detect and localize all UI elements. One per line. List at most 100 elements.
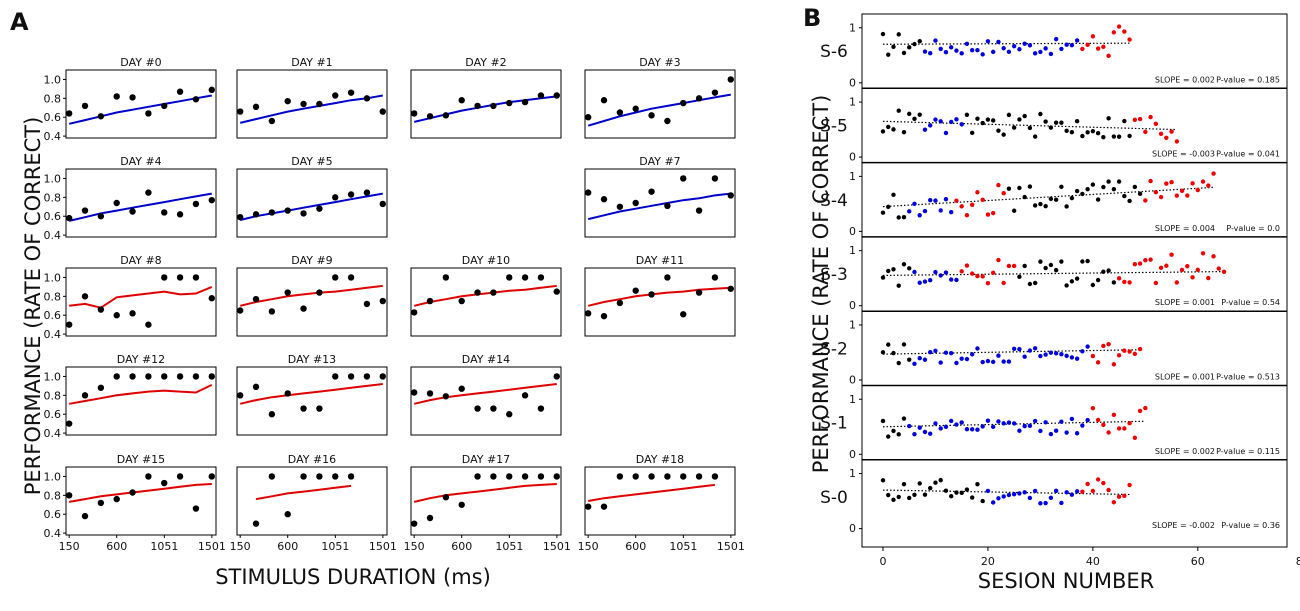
fit-line (587, 93, 731, 127)
session-point (928, 431, 933, 436)
data-point (65, 492, 73, 499)
data-point (553, 288, 560, 295)
session-point (912, 432, 917, 437)
data-point (113, 199, 120, 207)
session-point (917, 425, 922, 430)
data-point (727, 76, 734, 83)
session-point (964, 427, 970, 432)
session-point (1048, 350, 1054, 355)
session-point (1001, 494, 1006, 499)
data-point (410, 110, 418, 117)
data-point (347, 191, 355, 198)
subplot-title: DAY #4 (120, 155, 161, 168)
subject-label: S-5 (820, 116, 848, 136)
session-point (948, 493, 954, 499)
session-point (1164, 181, 1169, 186)
plot-frame-day-15 (65, 466, 217, 536)
session-point (886, 52, 891, 57)
fit-line (255, 484, 352, 501)
session-point (1006, 49, 1012, 55)
session-point (1090, 405, 1096, 411)
subplot-title: DAY #16 (288, 453, 336, 466)
session-point (1111, 134, 1117, 139)
session-point (1027, 348, 1033, 353)
session-point (1022, 113, 1027, 119)
data-point (584, 310, 592, 317)
session-point (1116, 426, 1122, 431)
session-point (1011, 492, 1017, 497)
session-point (933, 269, 938, 275)
session-point (1132, 261, 1138, 267)
session-point (912, 116, 917, 122)
session-point (1137, 346, 1143, 352)
session-point (1164, 135, 1169, 141)
session-point (1174, 139, 1180, 144)
session-point (1038, 111, 1043, 117)
session-point (1127, 133, 1132, 139)
data-point (268, 473, 276, 480)
data-point (474, 102, 481, 110)
data-point (379, 297, 386, 305)
fit-line (588, 483, 716, 502)
data-point (695, 473, 703, 480)
session-point (1011, 346, 1017, 352)
data-point (490, 102, 497, 110)
session-point (1069, 279, 1075, 284)
session-point (912, 201, 917, 207)
session-point (943, 424, 949, 429)
panel-b-frame (861, 13, 1288, 548)
session-point (996, 39, 1001, 45)
data-point (490, 473, 497, 480)
data-point (521, 98, 529, 106)
plot-frame-day-13 (236, 366, 388, 436)
session-point (1038, 49, 1043, 55)
data-point (363, 189, 371, 196)
data-point (521, 473, 529, 480)
data-point (161, 479, 168, 487)
session-point (1195, 267, 1201, 273)
session-point (1032, 488, 1038, 494)
data-point (410, 309, 418, 316)
session-point (1153, 280, 1159, 286)
y-tick-label: 0 (849, 76, 856, 89)
data-point (161, 373, 168, 380)
session-point (990, 359, 996, 365)
session-point (1038, 259, 1043, 264)
data-point (680, 473, 687, 480)
plot-frame-day-14 (410, 366, 562, 436)
session-point (1059, 259, 1064, 264)
plot-frame-day-0 (65, 69, 217, 139)
session-point (1001, 46, 1006, 51)
x-tick-label: 1501 (543, 540, 571, 553)
session-point (1048, 431, 1054, 437)
data-point (129, 489, 136, 496)
session-point (928, 350, 933, 355)
session-point (886, 268, 891, 274)
session-point (886, 492, 891, 498)
session-point (1132, 435, 1138, 440)
data-point (316, 405, 323, 412)
data-point (664, 117, 671, 125)
session-point (901, 215, 907, 220)
data-point (458, 385, 465, 392)
data-point (584, 114, 592, 121)
data-point (616, 299, 624, 307)
data-point (192, 96, 200, 103)
session-point (1137, 261, 1143, 266)
subplot-title: DAY #0 (120, 56, 161, 69)
x-tick-label: 150 (230, 540, 251, 553)
session-point (1053, 197, 1059, 202)
data-point (426, 514, 434, 522)
session-point (912, 361, 917, 366)
data-point (584, 503, 592, 510)
session-point (922, 357, 928, 362)
session-point (948, 209, 954, 215)
fit-line (69, 285, 213, 309)
plot-frame-day-5 (236, 168, 388, 238)
data-point (332, 473, 339, 480)
data-point (648, 291, 655, 298)
session-point (1095, 360, 1101, 365)
session-point (1111, 30, 1117, 35)
session-point (959, 490, 964, 496)
session-point (996, 257, 1001, 263)
